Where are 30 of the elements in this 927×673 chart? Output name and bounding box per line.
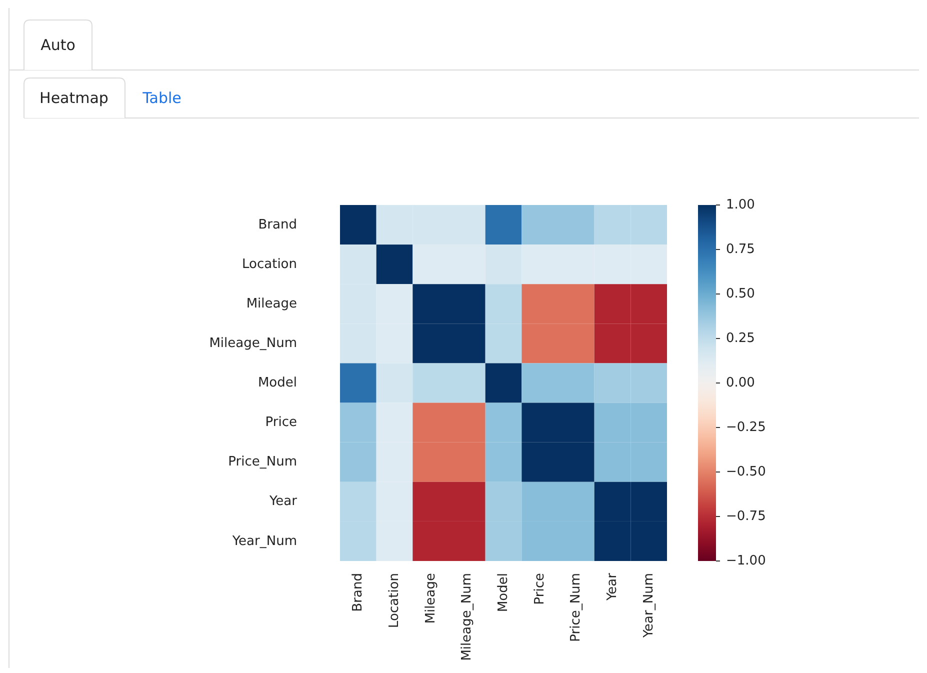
text: Auto <box>40 36 76 54</box>
color-bar-label: −1.00 <box>726 554 766 569</box>
y-tick-label: Year_Num <box>231 534 297 549</box>
color-bar-label: 0.50 <box>726 286 755 302</box>
text: Heatmap <box>40 89 108 108</box>
x-tick-label: Location <box>387 573 402 628</box>
x-tick-label: Mileage <box>423 573 438 624</box>
x-tick-label: Brand <box>350 573 366 612</box>
x-tick-label: Price <box>532 573 548 605</box>
y-tick-label: Brand <box>258 217 297 232</box>
y-tick-label: Year <box>268 494 298 510</box>
text: Table <box>142 89 182 108</box>
color-bar-label: 0.00 <box>726 376 755 391</box>
color-bar-label: 0.25 <box>726 331 755 346</box>
color-bar-label: −0.75 <box>726 509 766 524</box>
color-bar-label: −0.50 <box>726 464 766 480</box>
x-tick-label: Year_Num <box>641 573 656 639</box>
y-tick-label: Location <box>242 256 297 272</box>
y-tick-label: Mileage <box>246 296 297 312</box>
y-tick-label: Price_Num <box>228 454 297 470</box>
x-tick-label: Price_Num <box>568 573 584 642</box>
x-tick-label: Mileage_Num <box>460 573 475 661</box>
y-tick-label: Price <box>265 415 297 430</box>
color-bar-label: 1.00 <box>726 198 755 213</box>
x-tick-label: Year <box>605 572 620 602</box>
y-tick-label: Mileage_Num <box>209 336 297 352</box>
x-tick-label: Model <box>496 573 512 612</box>
y-tick-label: Model <box>258 376 297 391</box>
color-bar-label: 0.75 <box>726 242 755 258</box>
color-bar-label: −0.25 <box>726 420 766 436</box>
